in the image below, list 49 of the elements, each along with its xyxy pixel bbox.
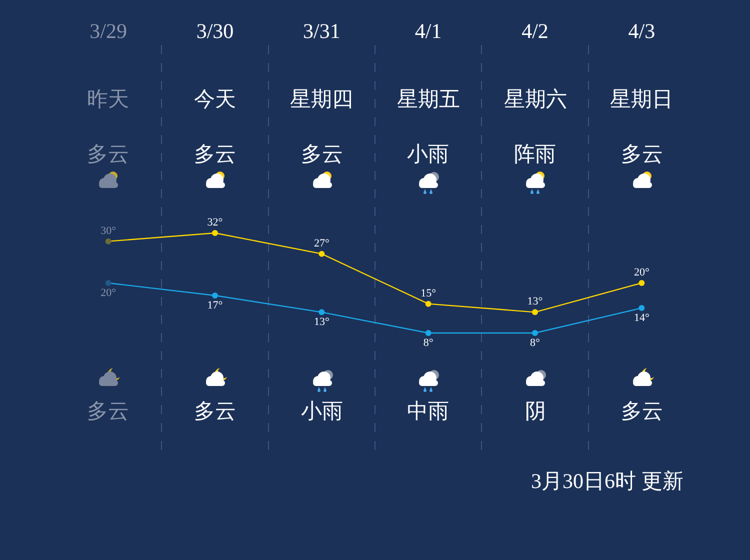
x-tick-label: 4/2 bbox=[522, 18, 548, 43]
point bbox=[425, 300, 432, 307]
text: 星期四 bbox=[290, 87, 353, 111]
data-label: 15° bbox=[420, 287, 436, 300]
text: 多云 bbox=[301, 142, 343, 166]
text: 多云 bbox=[621, 142, 663, 166]
point bbox=[105, 280, 112, 286]
point bbox=[212, 292, 218, 298]
data-label: 17° bbox=[207, 300, 223, 312]
text: 小雨 bbox=[407, 142, 449, 166]
text: 星期五 bbox=[397, 87, 460, 111]
data-label: 32° bbox=[207, 216, 223, 228]
text: 多云 bbox=[621, 399, 663, 423]
text: 多云 bbox=[87, 399, 129, 423]
data-label: 14° bbox=[634, 312, 650, 324]
point bbox=[105, 238, 112, 244]
text: 今天 bbox=[194, 87, 236, 111]
text: 昨天 bbox=[87, 87, 129, 111]
point bbox=[638, 305, 645, 311]
data-label: 13° bbox=[314, 316, 330, 328]
text: 3月30日6时 更新 bbox=[531, 469, 684, 493]
data-label: 8° bbox=[423, 337, 434, 349]
point bbox=[425, 330, 432, 336]
text: 多云 bbox=[87, 142, 129, 166]
x-tick-label: 3/31 bbox=[303, 18, 340, 43]
text: 中雨 bbox=[407, 399, 449, 423]
point bbox=[532, 309, 538, 316]
data-label: 8° bbox=[530, 337, 540, 349]
text: 多云 bbox=[194, 399, 236, 423]
data-label: 20° bbox=[100, 287, 116, 299]
text: 小雨 bbox=[301, 399, 343, 423]
text: 多云 bbox=[194, 142, 236, 166]
data-label: 13° bbox=[527, 296, 543, 308]
point bbox=[638, 280, 645, 286]
x-tick-label: 3/30 bbox=[196, 18, 234, 43]
x-tick-label: 3/29 bbox=[90, 18, 127, 43]
point bbox=[318, 309, 325, 316]
text: 阴 bbox=[525, 399, 546, 423]
data-label: 27° bbox=[314, 237, 330, 250]
point bbox=[212, 230, 218, 236]
x-tick-label: 4/3 bbox=[628, 18, 656, 43]
point bbox=[532, 330, 538, 336]
x-tick-label: 4/1 bbox=[414, 18, 442, 43]
text: 阵雨 bbox=[514, 142, 556, 166]
text: 星期六 bbox=[504, 87, 567, 111]
data-label: 30° bbox=[100, 224, 116, 237]
data-label: 20° bbox=[634, 266, 650, 278]
point bbox=[318, 250, 325, 257]
text: 星期日 bbox=[610, 87, 673, 111]
